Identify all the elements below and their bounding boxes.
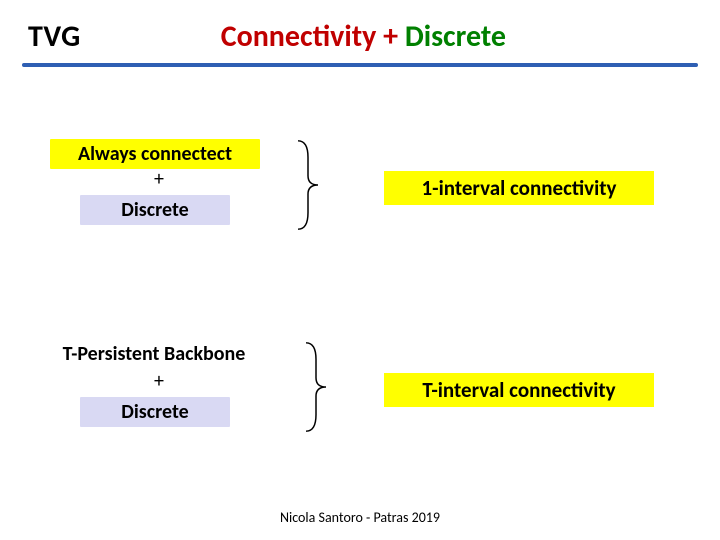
g1-brace-icon <box>294 139 322 231</box>
g1-box-discrete: Discrete <box>80 195 230 225</box>
g1-output-box: 1-interval connectivity <box>384 171 654 205</box>
g2-box-t-persistent: T-Persistent Backbone <box>34 339 274 369</box>
g1-plus: + <box>154 167 164 191</box>
content-area: Always connectect + Discrete 1-interval … <box>0 67 720 487</box>
slide-title: Connectivity + Discrete <box>221 18 506 55</box>
g2-brace-icon <box>302 341 330 433</box>
g2-box-discrete: Discrete <box>80 397 230 427</box>
g2-output-box: T-interval connectivity <box>384 373 654 407</box>
title-prefix: Connectivity + <box>221 18 405 55</box>
title-suffix: Discrete <box>405 18 506 55</box>
g2-plus: + <box>154 369 164 393</box>
tvg-label: TVG <box>28 18 81 55</box>
header: TVG Connectivity + Discrete <box>0 0 720 63</box>
footer-text: Nicola Santoro - Patras 2019 <box>0 509 720 526</box>
g1-box-always-connected: Always connectect <box>50 139 260 169</box>
